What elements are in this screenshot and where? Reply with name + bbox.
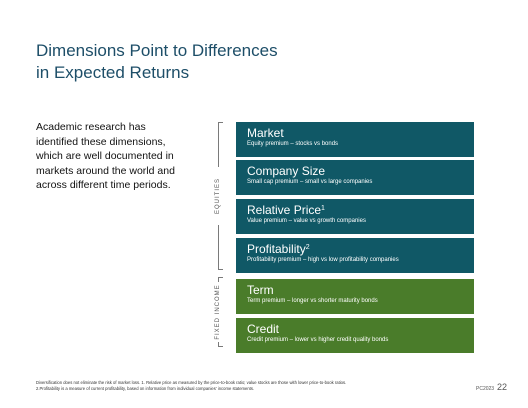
dimension-title: Credit	[247, 322, 280, 336]
slide-code: PC2023	[476, 386, 495, 392]
title-line-2: in Expected Returns	[36, 63, 190, 82]
footnotes: Diversification does not eliminate the r…	[36, 380, 456, 392]
title-line-1: Dimensions Point to Differences	[36, 41, 278, 60]
page-title: Dimensions Point to Differences in Expec…	[36, 40, 278, 84]
intro-text: Academic research has identified these d…	[36, 121, 175, 191]
dimension-box-term: Term Term premium – longer vs shorter ma…	[236, 279, 474, 314]
footnote-line-1: Diversification does not eliminate the r…	[36, 380, 347, 385]
dimension-subtitle: Credit premium – lower vs higher credit …	[247, 337, 389, 343]
fixed-income-label: FIXED INCOME	[213, 282, 223, 342]
dimension-title: Relative Price1	[247, 203, 325, 217]
page-number: 22	[497, 382, 508, 392]
footnote-marker-2: 2	[305, 244, 310, 251]
dimension-subtitle: Profitability premium – high vs low prof…	[247, 257, 399, 263]
dimension-subtitle: Value premium – value vs growth companie…	[247, 218, 366, 224]
dimension-box-profitability: Profitability2 Profitability premium – h…	[236, 238, 474, 273]
dimension-subtitle: Small cap premium – small vs large compa…	[247, 179, 373, 185]
footnote-marker-1: 1	[321, 205, 325, 212]
dimension-title: Profitability2	[247, 242, 310, 256]
footnote-line-2: 2.Profitability is a measure of current …	[36, 386, 255, 391]
dimension-box-credit: Credit Credit premium – lower vs higher …	[236, 318, 474, 353]
dimension-title: Market	[247, 126, 284, 140]
dimension-title: Term	[247, 283, 274, 297]
dimension-subtitle: Term premium – longer vs shorter maturit…	[247, 298, 378, 304]
dimension-title: Company Size	[247, 164, 326, 178]
dimension-box-company-size: Company Size Small cap premium – small v…	[236, 160, 474, 195]
dimension-box-relative-price: Relative Price1 Value premium – value vs…	[236, 199, 474, 234]
equities-label: EQUITIES	[213, 167, 223, 225]
dimension-subtitle: Equity premium – stocks vs bonds	[247, 141, 339, 147]
dimension-box-market: Market Equity premium – stocks vs bonds	[236, 122, 474, 157]
